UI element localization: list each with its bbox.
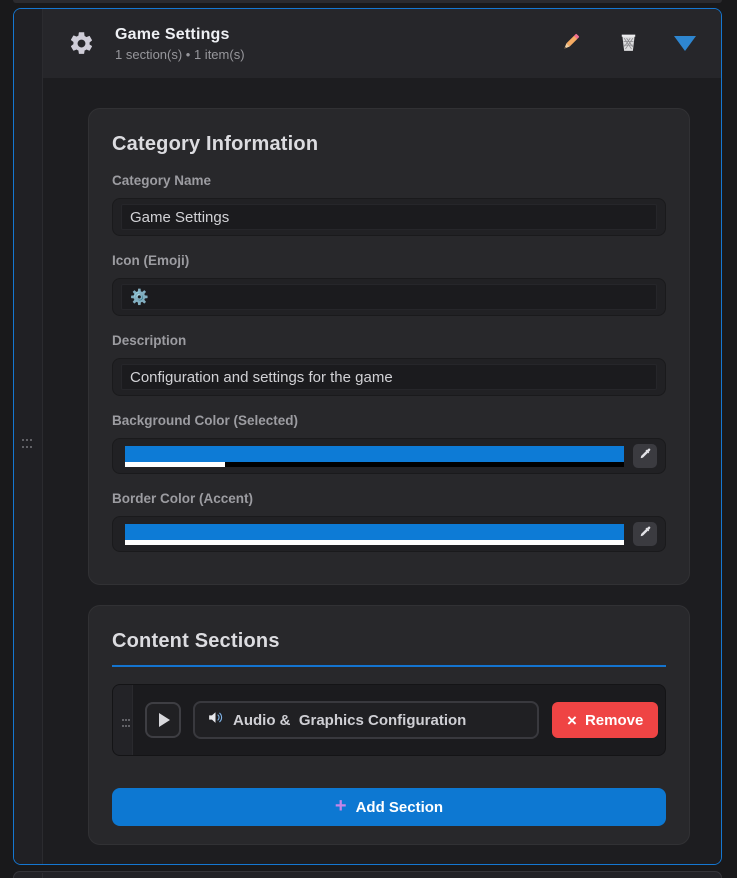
previous-card-bottom-edge [13, 0, 722, 3]
border-color-picker[interactable] [112, 516, 666, 552]
header-actions [559, 32, 697, 56]
background-color-picker[interactable] [112, 438, 666, 474]
panel-title: Category Information [112, 133, 319, 155]
description-input[interactable] [121, 364, 657, 390]
icon-emoji-input[interactable] [121, 284, 657, 310]
panel-title: Content Sections [112, 630, 280, 652]
collapse-button[interactable] [673, 32, 697, 56]
border-color-label: Border Color (Accent) [112, 491, 254, 506]
category-name-input-wrap [112, 198, 666, 236]
category-name-label: Category Name [112, 173, 212, 188]
border-eyedropper-button[interactable] [633, 521, 657, 546]
blue-divider [112, 665, 666, 667]
header-titles: Game Settings 1 section(s) • 1 item(s) [115, 26, 245, 62]
card-content: Category Information Category Name Icon … [43, 78, 721, 864]
category-summary: 1 section(s) • 1 item(s) [115, 46, 245, 62]
next-card-gutter-line [42, 873, 43, 878]
section-name-input[interactable]: Audio & Graphics Configuration [193, 701, 539, 739]
eyedropper-icon [638, 447, 652, 464]
section-drag-handle[interactable] [113, 685, 133, 755]
play-icon [159, 713, 170, 727]
x-icon: × [567, 710, 577, 730]
description-label: Description [112, 333, 187, 348]
border-color-strip [125, 540, 624, 545]
speaker-icon [207, 709, 224, 731]
triangle-down-icon [674, 36, 696, 51]
description-input-wrap [112, 358, 666, 396]
card-drag-handle-icon[interactable] [22, 439, 34, 450]
background-color-bar [125, 446, 624, 462]
pencil-icon [560, 31, 582, 56]
next-card-top-edge [13, 871, 722, 878]
drag-dots-icon [121, 719, 124, 721]
eyedropper-icon [638, 525, 652, 542]
icon-emoji-input-wrap [112, 278, 666, 316]
category-title: Game Settings [115, 25, 230, 43]
border-color-bar [125, 524, 624, 540]
category-editor-card: Game Settings 1 section(s) • 1 item(s) [13, 8, 722, 865]
add-section-button[interactable]: + Add Section [112, 788, 666, 826]
border-color-strip-fill [125, 540, 624, 545]
delete-button[interactable] [616, 32, 640, 56]
gear-icon [68, 30, 95, 57]
background-eyedropper-button[interactable] [633, 443, 657, 468]
category-information-panel: Category Information Category Name Icon … [88, 108, 690, 585]
remove-label: Remove [584, 711, 644, 729]
plus-icon: + [334, 795, 347, 817]
section-row: Audio & Graphics Configuration × Remove [112, 684, 666, 756]
remove-section-button[interactable]: × Remove [552, 702, 659, 738]
category-name-input[interactable] [121, 204, 657, 230]
play-section-button[interactable] [145, 702, 181, 738]
content-sections-panel: Content Sections [88, 605, 690, 845]
add-section-label: Add Section [355, 798, 444, 816]
card-main-column: Game Settings 1 section(s) • 1 item(s) [43, 9, 721, 864]
section-name-text: Audio & Graphics Configuration [233, 711, 467, 729]
background-color-swatch [125, 444, 624, 467]
wastebasket-icon [618, 32, 639, 56]
icon-emoji-label: Icon (Emoji) [112, 253, 190, 268]
card-header: Game Settings 1 section(s) • 1 item(s) [43, 9, 721, 78]
background-color-label: Background Color (Selected) [112, 413, 299, 428]
card-drag-gutter[interactable] [14, 9, 43, 864]
background-color-strip [125, 462, 624, 467]
background-color-strip-fill [125, 462, 225, 467]
edit-button[interactable] [559, 32, 583, 56]
border-color-swatch [125, 522, 624, 545]
